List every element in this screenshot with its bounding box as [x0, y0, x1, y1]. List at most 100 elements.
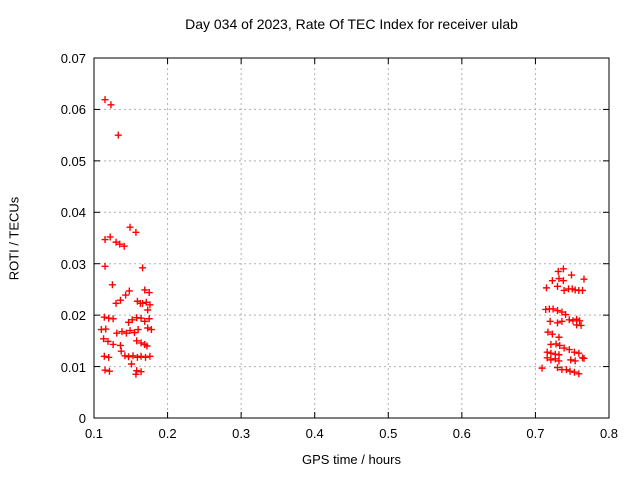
data-point-marker [554, 364, 561, 372]
data-point-marker [542, 284, 550, 292]
data-point-marker [100, 352, 108, 360]
data-point-marker [555, 351, 563, 359]
data-point-marker [128, 360, 136, 368]
data-point-marker [132, 228, 140, 236]
data-point-marker [109, 315, 117, 323]
x-axis-label: GPS time / hours [302, 452, 401, 467]
data-point-marker [120, 242, 128, 250]
data-point-marker [565, 346, 573, 354]
y-tick-label: 0.03 [60, 256, 86, 272]
data-point-marker [112, 238, 120, 246]
data-point-marker [580, 354, 588, 362]
y-tick-label: 0.01 [60, 359, 86, 375]
data-point-marker [116, 296, 124, 304]
data-point-marker [548, 277, 556, 285]
data-point-marker [547, 356, 555, 364]
data-point-marker [559, 265, 567, 273]
data-point-marker [139, 264, 147, 272]
data-point-marker [549, 305, 557, 313]
data-point-marker [100, 335, 108, 343]
data-point-marker [132, 370, 140, 378]
data-point-marker [558, 317, 566, 325]
y-tick-label: 0.04 [60, 205, 86, 221]
data-point-marker [544, 328, 552, 336]
data-point-marker [142, 298, 150, 306]
data-point-marker [559, 277, 567, 285]
x-tick-label: 0.1 [84, 426, 104, 441]
data-point-marker [551, 355, 559, 363]
data-point-marker [577, 321, 585, 329]
data-point-marker [117, 347, 125, 355]
data-point-marker [112, 299, 120, 307]
data-point-marker [567, 356, 575, 364]
data-point-marker [141, 317, 149, 325]
data-point-marker [137, 352, 145, 360]
data-point-marker [145, 289, 153, 297]
data-point-marker [133, 353, 141, 361]
data-point-marker [129, 352, 137, 360]
data-point-marker [555, 275, 563, 283]
x-tick-label: 0.4 [305, 426, 324, 441]
data-point-marker [552, 340, 560, 348]
y-tick-label: 0.02 [60, 308, 86, 324]
data-point-marker [118, 328, 126, 336]
data-point-marker [101, 236, 109, 244]
data-point-marker [565, 316, 573, 324]
data-point-marker [133, 367, 141, 375]
data-point-marker [147, 326, 155, 334]
x-tick-label: 0.2 [158, 426, 177, 441]
data-point-marker [107, 101, 115, 109]
x-tick-label: 0.3 [232, 426, 251, 441]
data-point-marker [105, 367, 113, 375]
y-tick-label: 0.07 [60, 51, 86, 66]
y-tick-label: 0.06 [60, 102, 86, 118]
data-point-marker [546, 317, 554, 325]
data-point-marker [122, 291, 130, 299]
data-point-marker [101, 96, 109, 104]
data-point-marker [109, 340, 117, 348]
data-point-marker [575, 370, 583, 378]
data-point-marker [137, 368, 145, 376]
data-point-marker [560, 286, 568, 294]
y-tick-label: 0 [78, 411, 86, 426]
data-point-marker [121, 352, 129, 360]
data-point-marker [128, 316, 136, 324]
data-point-marker [145, 315, 153, 323]
data-point-marker [106, 233, 114, 241]
data-point-marker [554, 282, 561, 290]
data-point-marker [139, 299, 147, 307]
data-point-marker [547, 349, 555, 357]
data-point-marker [555, 333, 563, 341]
x-tick-label: 0.5 [379, 426, 398, 441]
data-point-marker [571, 357, 579, 365]
data-point-marker [579, 286, 587, 294]
x-tick-label: 0.6 [452, 426, 471, 441]
data-point-marker [101, 262, 109, 270]
data-point-marker [576, 317, 584, 325]
data-point-marker [104, 337, 112, 345]
data-point-marker [125, 287, 133, 295]
data-point-marker [569, 317, 577, 325]
data-point-marker [580, 275, 588, 283]
data-point-marker [143, 342, 151, 350]
data-point-marker [570, 348, 578, 356]
data-point-marker [562, 366, 570, 374]
data-point-marker [101, 366, 109, 374]
data-point-marker [558, 308, 566, 316]
chart-title: Day 034 of 2023, Rate Of TEC Index for r… [185, 16, 518, 32]
data-point-marker [144, 306, 152, 314]
data-point-marker [554, 267, 562, 275]
data-point-marker [102, 325, 110, 333]
data-point-marker [146, 352, 154, 360]
data-point-marker [130, 329, 138, 337]
data-point-marker [126, 223, 134, 231]
data-point-marker [134, 326, 142, 334]
data-point-marker [566, 367, 574, 375]
x-tick-label: 0.7 [526, 426, 545, 441]
data-point-marker [122, 329, 130, 337]
data-point-marker [555, 357, 563, 365]
data-point-marker [114, 131, 122, 139]
data-point-marker [570, 368, 578, 376]
